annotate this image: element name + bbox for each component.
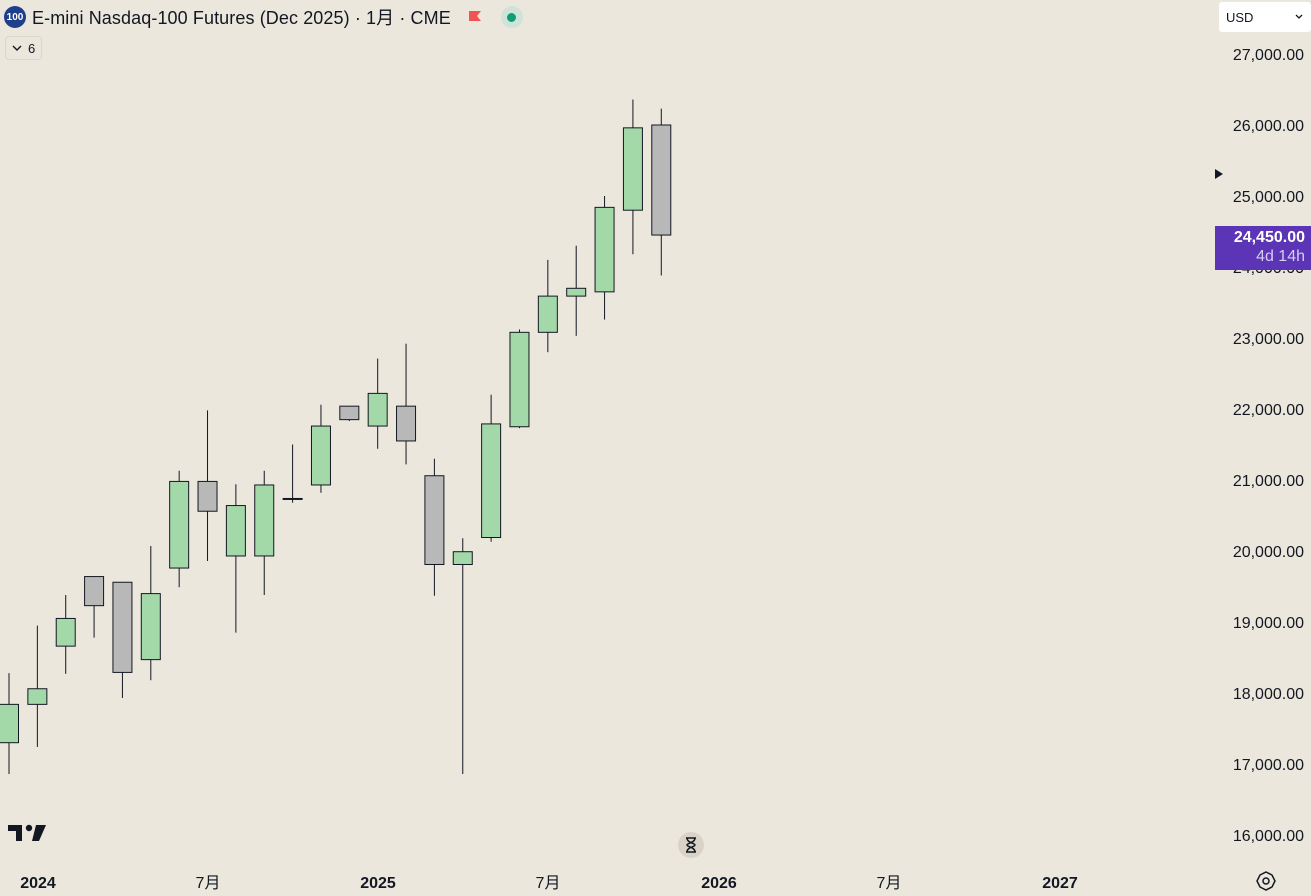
- candle-body: [651, 124, 672, 236]
- triangle-right-icon[interactable]: [1214, 168, 1224, 180]
- candle-body: [481, 423, 502, 539]
- indicators-toggle-button[interactable]: 6: [5, 36, 43, 60]
- bar-countdown: 4d 14h: [1256, 248, 1305, 265]
- price-axis[interactable]: 27,000.0026,000.0025,000.0024,000.0023,0…: [1233, 47, 1304, 845]
- candle: [566, 245, 587, 336]
- price-tick-label: 21,000.00: [1233, 473, 1304, 490]
- candle-body: [367, 392, 388, 427]
- tradingview-logo[interactable]: [8, 822, 48, 844]
- candle: [55, 595, 76, 674]
- chevron-down-icon: [1295, 14, 1303, 19]
- candle-body: [27, 688, 48, 705]
- time-tick-label: 2027: [1042, 875, 1078, 892]
- candle-body: [254, 484, 275, 557]
- candle-body: [169, 480, 190, 569]
- nasdaq-100-badge-icon[interactable]: 100: [4, 6, 26, 28]
- candles-layer: [0, 99, 672, 774]
- candle: [651, 108, 672, 276]
- time-tick-label: 7月: [196, 875, 221, 892]
- time-tick-label: 7月: [536, 875, 561, 892]
- candle: [452, 538, 473, 774]
- last-price-value: 24,450.00: [1233, 229, 1305, 246]
- price-tick-label: 16,000.00: [1233, 828, 1304, 845]
- time-tick-label: 7月: [877, 875, 902, 892]
- time-axis[interactable]: 2024 7月 2025 7月 2026 7月 2027: [20, 875, 1078, 892]
- candle: [509, 329, 530, 429]
- time-tick-label: 2026: [701, 875, 737, 892]
- candle-body: [84, 576, 105, 607]
- candle: [112, 581, 133, 698]
- market-status-icon[interactable]: [500, 6, 523, 28]
- symbol-title[interactable]: E-mini Nasdaq-100 Futures (Dec 2025) · 1…: [32, 8, 451, 28]
- chevron-down-icon: [12, 45, 22, 51]
- candle: [197, 410, 218, 561]
- price-tick-label: 23,000.00: [1233, 331, 1304, 348]
- candle: [481, 394, 502, 542]
- time-tick-label: 2025: [360, 875, 396, 892]
- candle: [282, 444, 303, 503]
- price-tick-label: 26,000.00: [1233, 118, 1304, 135]
- gear-icon[interactable]: [1255, 870, 1277, 892]
- candle: [27, 625, 48, 747]
- candle-body: [622, 127, 643, 211]
- price-tick-label: 17,000.00: [1233, 757, 1304, 774]
- candle-body: [0, 703, 19, 744]
- candle: [537, 259, 558, 353]
- candle: [84, 576, 105, 638]
- candle-body: [225, 505, 246, 557]
- candle: [339, 405, 360, 422]
- candle: [225, 484, 246, 633]
- candle: [169, 470, 190, 588]
- candle-body: [112, 581, 133, 673]
- hourglass-icon[interactable]: [678, 832, 704, 858]
- price-tick-label: 22,000.00: [1233, 402, 1304, 419]
- price-tick-label: 20,000.00: [1233, 544, 1304, 561]
- candle: [310, 404, 331, 493]
- indicators-count: 6: [28, 40, 36, 56]
- candle: [424, 458, 445, 596]
- candle-body: [452, 551, 473, 565]
- candle: [367, 358, 388, 449]
- candle-body: [424, 475, 445, 565]
- chart-header: 100 E-mini Nasdaq-100 Futures (Dec 2025)…: [4, 5, 523, 29]
- candle-body: [339, 405, 360, 421]
- candle-body: [310, 425, 331, 486]
- price-tick-label: 25,000.00: [1233, 189, 1304, 206]
- time-tick-label: 2024: [20, 875, 56, 892]
- candle: [254, 470, 275, 596]
- candle-body: [594, 206, 615, 293]
- candle-body: [140, 593, 161, 661]
- candle-body: [537, 295, 558, 333]
- candle: [396, 343, 417, 465]
- candle-body: [197, 480, 218, 512]
- last-price-badge: 24,450.00 4d 14h: [1215, 226, 1311, 270]
- candle: [622, 99, 643, 255]
- candle: [140, 546, 161, 681]
- candle-body: [55, 617, 76, 647]
- candle-body: [282, 497, 303, 500]
- currency-select[interactable]: USD: [1219, 2, 1311, 32]
- flag-icon[interactable]: [467, 9, 483, 25]
- candle: [0, 673, 19, 774]
- currency-value: USD: [1226, 9, 1254, 25]
- candle-body: [509, 331, 530, 428]
- candle: [594, 196, 615, 320]
- price-tick-label: 27,000.00: [1233, 47, 1304, 64]
- price-tick-label: 18,000.00: [1233, 686, 1304, 703]
- price-tick-label: 19,000.00: [1233, 615, 1304, 632]
- candle-body: [566, 287, 587, 297]
- candle-body: [396, 405, 417, 442]
